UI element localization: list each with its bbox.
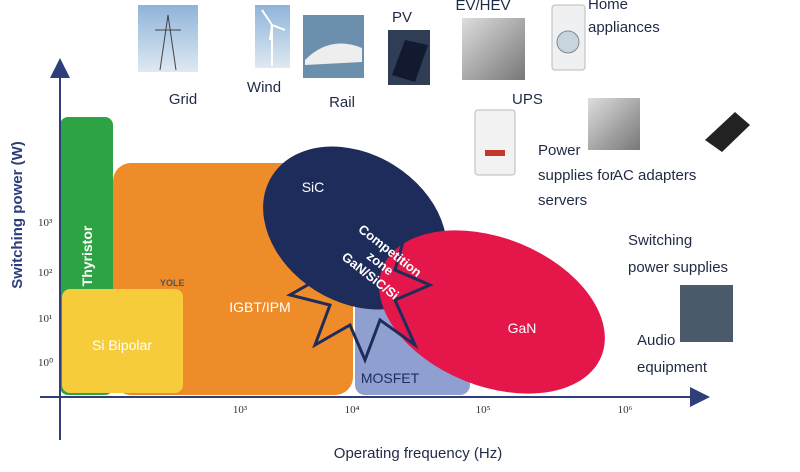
- app-label: power supplies: [628, 259, 728, 276]
- app-label: supplies for: [538, 167, 615, 184]
- home-icon: [556, 30, 580, 54]
- region-label: Thyristor: [79, 225, 95, 286]
- grid-icon: [155, 14, 181, 71]
- x-tick-label: 10³: [233, 404, 248, 416]
- y-axis-title: Switching power (W): [9, 141, 26, 289]
- app-label: appliances: [588, 19, 660, 36]
- watermark: YOLE: [160, 278, 185, 288]
- app-label: equipment: [637, 359, 708, 376]
- app-label: EV/HEV: [455, 0, 510, 14]
- adapter-image: [705, 112, 750, 152]
- ups-icon: [485, 150, 505, 156]
- app-label: PV: [392, 9, 412, 26]
- app-label: Home: [588, 0, 628, 13]
- psu-image: [588, 98, 640, 150]
- y-tick-label: 10⁰: [38, 357, 54, 369]
- app-label: Audio: [637, 332, 675, 349]
- ev-image: [462, 18, 525, 80]
- region-label: SiC: [302, 179, 325, 195]
- x-tick-label: 10⁵: [476, 404, 491, 416]
- app-label: servers: [538, 192, 587, 209]
- wind-icon: [261, 9, 286, 66]
- gan-region: [379, 230, 605, 394]
- ups-image: [474, 109, 516, 176]
- audio-image: [680, 285, 733, 342]
- pv-icon: [392, 40, 428, 82]
- region-label: MOSFET: [361, 370, 420, 386]
- x-axis-title: Operating frequency (Hz): [334, 445, 502, 462]
- app-label: Rail: [329, 94, 355, 111]
- app-label: AC adapters: [613, 167, 696, 184]
- app-images: [138, 4, 750, 342]
- y-tick-label: 10³: [38, 217, 53, 229]
- app-label: Wind: [247, 79, 281, 96]
- x-tick-label: 10⁴: [345, 404, 360, 416]
- app-label: UPS: [512, 91, 543, 108]
- y-tick-label: 10²: [38, 267, 53, 279]
- app-label: Switching: [628, 232, 692, 249]
- competition-star: [284, 222, 434, 365]
- app-label: Power: [538, 142, 581, 159]
- x-tick-label: 10⁶: [618, 404, 633, 416]
- si-bipolar-region: [62, 289, 183, 393]
- y-tick-label: 10¹: [38, 313, 52, 325]
- region-label: IGBT/IPM: [229, 299, 290, 315]
- rail-icon: [305, 43, 362, 65]
- app-label: Grid: [169, 91, 197, 108]
- region-label: GaN: [508, 320, 537, 336]
- region-label: Si Bipolar: [92, 337, 152, 353]
